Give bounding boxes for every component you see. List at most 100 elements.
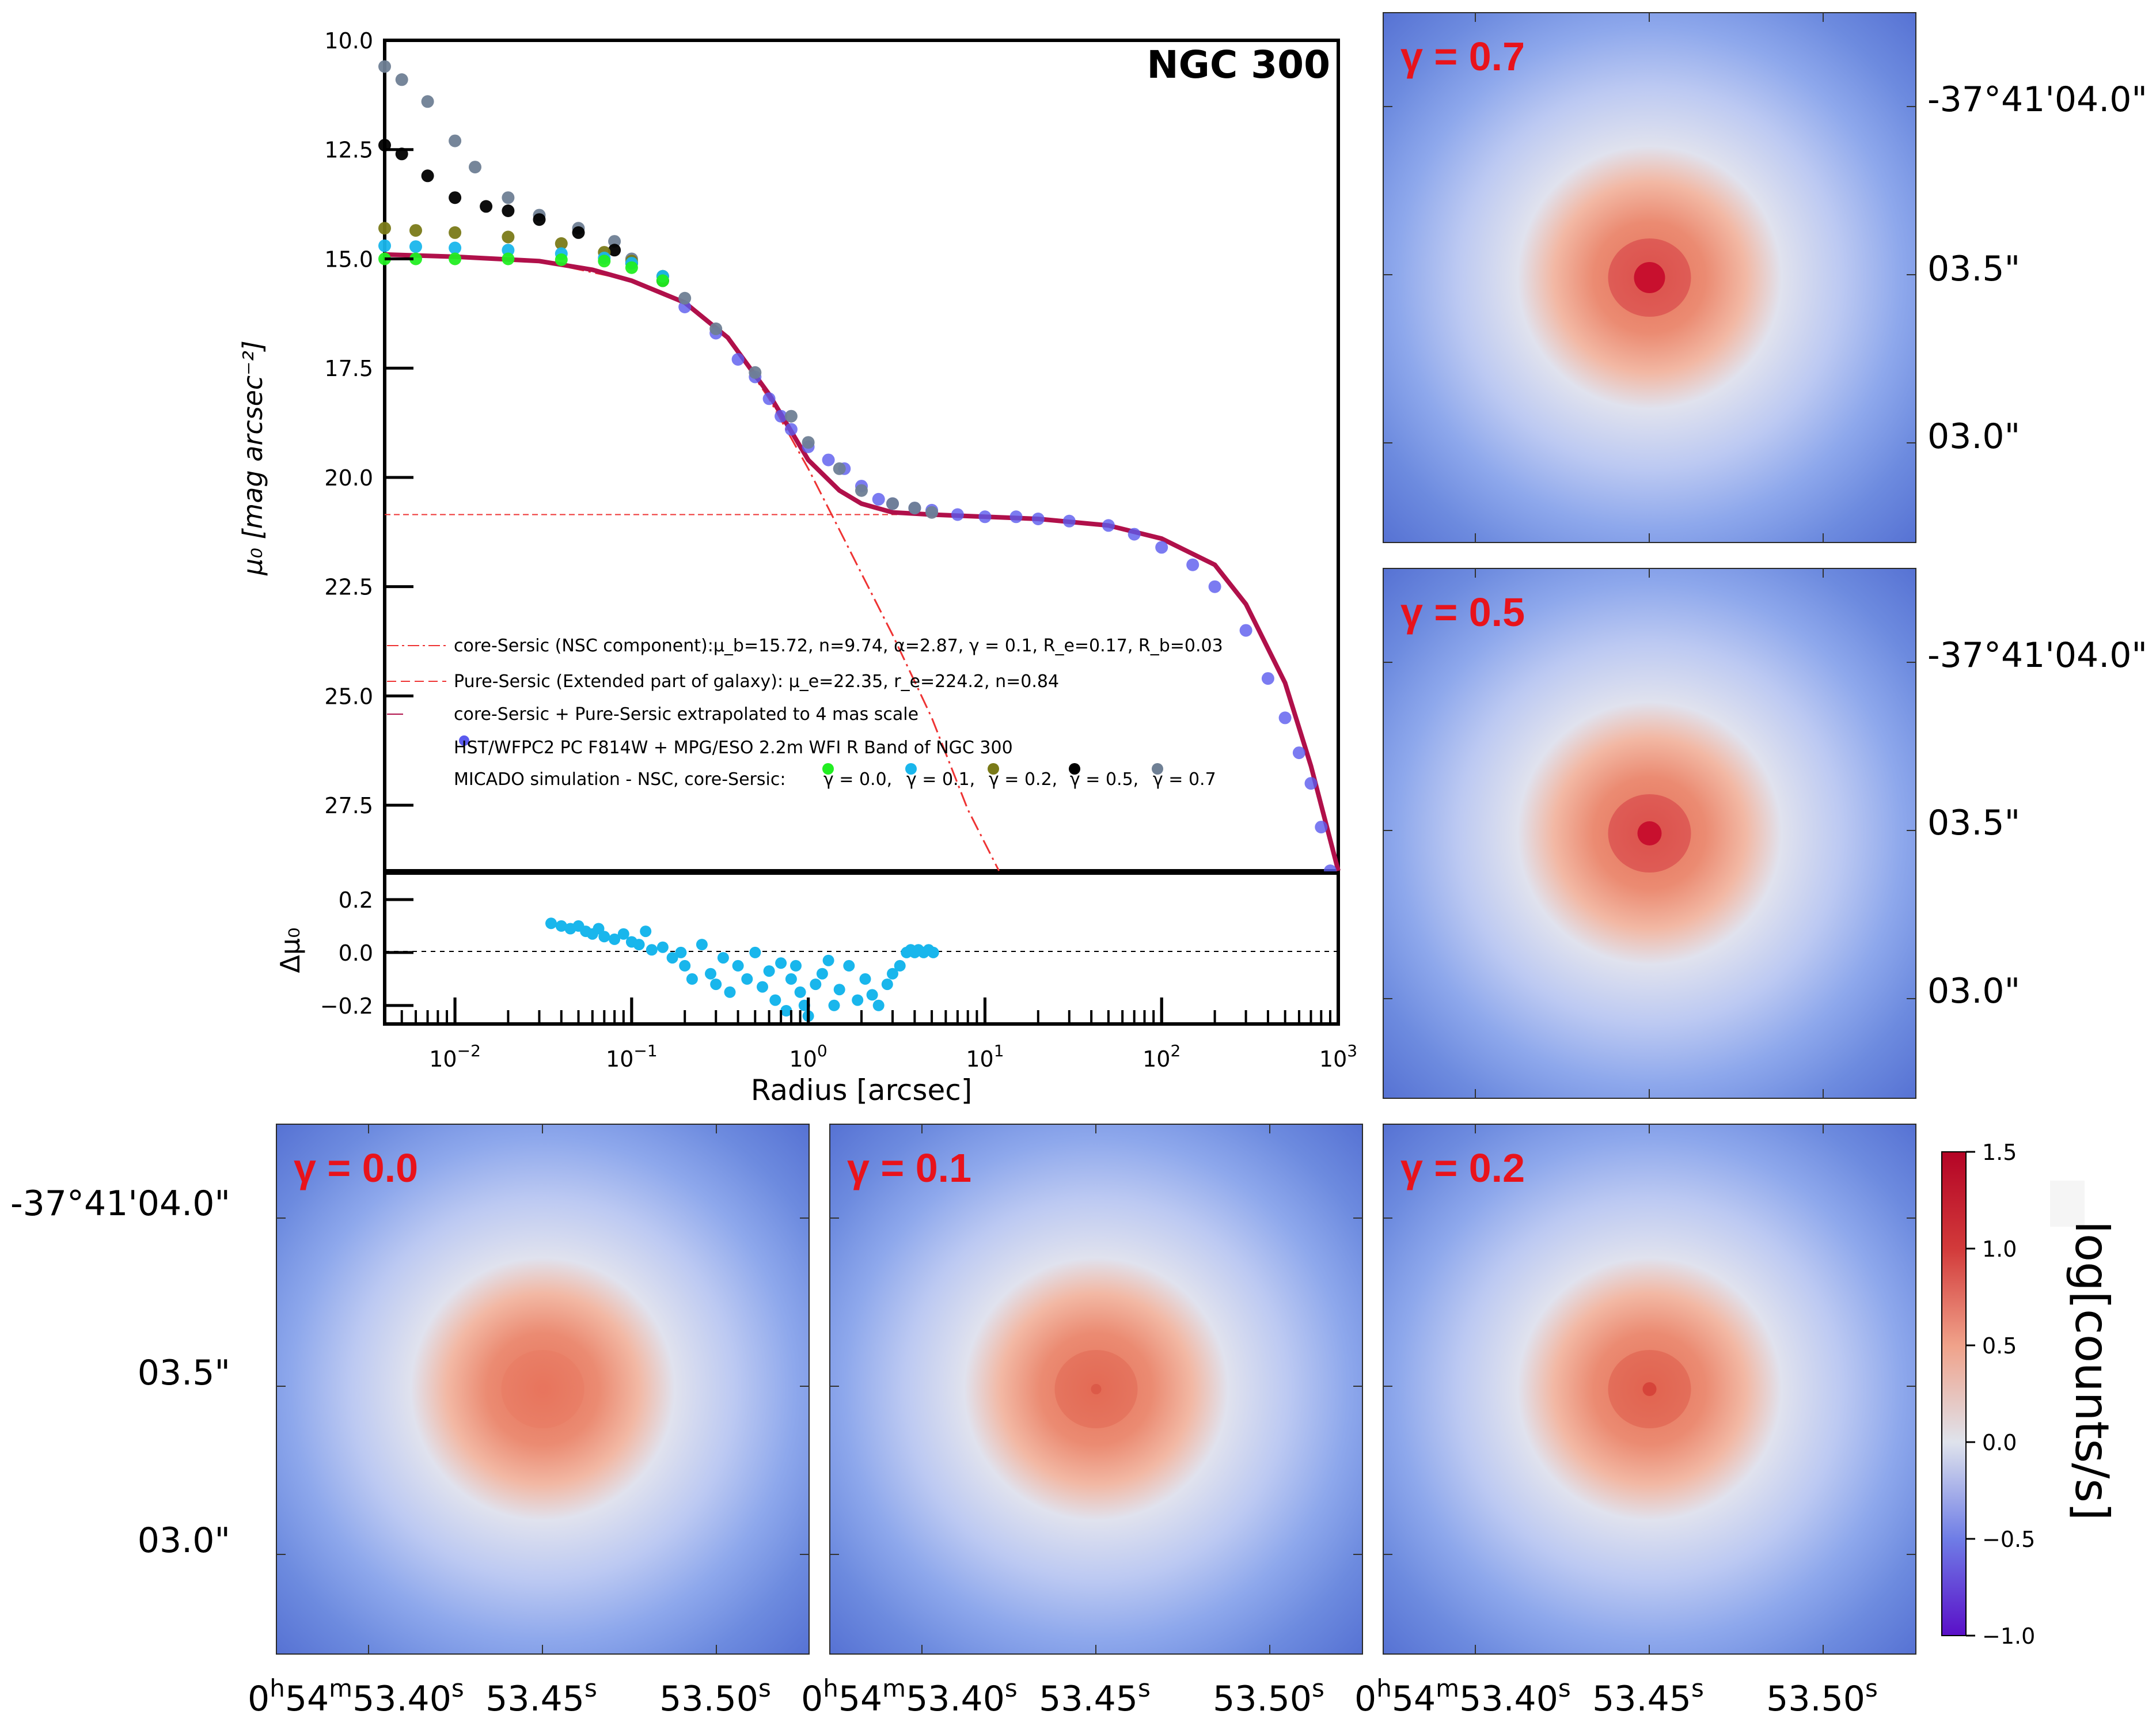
residual-point — [859, 973, 871, 985]
ra-label: 0h54m53.40s — [1354, 1674, 1571, 1719]
y-tick-label: 15.0 — [324, 246, 373, 272]
data-point — [978, 510, 992, 524]
data-point — [908, 502, 921, 515]
data-point — [784, 409, 798, 423]
data-point — [1304, 777, 1318, 790]
y-tick-label: 25.0 — [324, 684, 373, 709]
residual-point — [794, 986, 806, 998]
data-point — [502, 204, 515, 217]
legend-gamma-marker — [905, 763, 917, 775]
residual-point — [656, 941, 669, 953]
dec-label: 03.0" — [1927, 416, 2020, 457]
residual-y-tick-label: 0.0 — [339, 940, 373, 966]
legend-text: HST/WFPC2 PC F814W + MPG/ESO 2.2m WFI R … — [454, 738, 1013, 758]
residual-point — [927, 946, 939, 958]
profile-plot: 10.0 12.5 15.0 17.5 20.0 22.5 25.0 27.5 core-Se… — [237, 28, 1341, 877]
data-point — [1062, 514, 1076, 528]
ra-label: 0h54m53.40s — [801, 1674, 1018, 1719]
profile-plot-frame — [383, 39, 1340, 873]
residual-point — [769, 994, 781, 1006]
legend-gamma-marker — [1152, 763, 1163, 775]
legend-gamma-text: γ = 0.7 — [1153, 769, 1216, 790]
data-point — [502, 244, 515, 257]
data-point — [1102, 519, 1115, 532]
residual-point — [775, 957, 787, 969]
x-tick-label: 101 — [966, 1041, 1004, 1072]
residual-point — [696, 939, 708, 951]
residual-point — [881, 978, 893, 991]
dec-label: -37°41'04.0" — [1927, 635, 2147, 676]
residual-point — [816, 968, 828, 980]
data-point — [608, 244, 621, 257]
panel-core — [539, 1386, 546, 1393]
data-point — [802, 436, 815, 449]
image-panel: γ = 0.7 — [1383, 12, 1916, 543]
dec-label: 03.5" — [1927, 249, 2020, 289]
y-tick-label: 12.5 — [324, 138, 373, 163]
residual-point — [732, 959, 744, 972]
legend-marker — [459, 735, 469, 746]
residual-y-tick-label: 0.2 — [339, 887, 373, 913]
residual-point — [810, 978, 822, 991]
y-tick-label: 27.5 — [324, 793, 373, 818]
data-point — [449, 226, 462, 239]
ra-label: 53.50s — [1213, 1674, 1324, 1719]
image-panel: γ = 0.0 — [276, 1124, 810, 1655]
data-point — [469, 161, 481, 174]
x-tick-label: 103 — [1319, 1041, 1357, 1072]
data-point — [572, 226, 585, 239]
ra-label: 0h54m53.40s — [248, 1674, 464, 1719]
data-point — [409, 252, 422, 265]
legend-gamma-text: γ = 0.1, — [906, 769, 975, 790]
data-point — [1278, 711, 1292, 725]
x-axis-label: Radius [arcsec] — [751, 1074, 972, 1107]
data-point — [449, 252, 462, 265]
data-point — [625, 261, 638, 274]
panel-core — [1634, 262, 1665, 293]
legend-gamma-marker — [988, 763, 999, 775]
panel-core — [1637, 821, 1662, 845]
data-point — [598, 255, 611, 268]
residual-point — [843, 959, 855, 972]
residual-y-tick-label: −0.2 — [320, 993, 373, 1019]
colorbar-bar — [1941, 1151, 1967, 1636]
y-tick-label: 10.0 — [324, 28, 373, 54]
residual-point — [741, 973, 753, 985]
image-panel: γ = 0.5 — [1383, 568, 1916, 1099]
colorbar: 1.5 1.0 0.5 0.0 −0.5 −1.0 log[counts/s] — [1941, 1140, 2119, 1649]
residual-point — [724, 986, 736, 998]
panel-gamma-label: γ = 0.5 — [1400, 590, 1525, 635]
image-panel: γ = 0.2 — [1383, 1124, 1916, 1655]
panel-gamma-label: γ = 0.2 — [1400, 1146, 1525, 1190]
residual-point — [705, 968, 716, 980]
data-point — [678, 291, 692, 305]
residual-point — [872, 999, 885, 1011]
data-point — [886, 497, 899, 510]
data-point — [409, 224, 422, 237]
data-point — [378, 222, 391, 235]
data-point — [449, 241, 462, 255]
residual-point — [675, 946, 687, 958]
panel-gamma-label: γ = 0.0 — [294, 1146, 418, 1190]
data-point — [951, 508, 964, 521]
residual-point — [617, 928, 629, 940]
x-tick-label: 10−1 — [606, 1041, 658, 1072]
residual-point — [785, 973, 797, 985]
residual-point — [887, 968, 898, 980]
data-point — [378, 60, 391, 73]
panel-gamma-label: γ = 0.1 — [847, 1146, 971, 1190]
legend-text: MICADO simulation - NSC, core-Sersic: — [454, 769, 785, 790]
data-point — [421, 169, 434, 183]
y-tick-label: 20.0 — [324, 465, 373, 491]
dec-label: 03.5" — [138, 1353, 230, 1393]
residual-point — [633, 939, 645, 951]
ra-label: 53.50s — [659, 1674, 771, 1719]
colorbar-tick-label: −1.0 — [1982, 1624, 2035, 1649]
data-point — [833, 462, 846, 475]
residual-y-label: Δμ₀ — [275, 927, 306, 973]
data-point — [533, 213, 546, 226]
legend-text: core-Sersic + Pure-Sersic extrapolated t… — [454, 704, 918, 725]
data-point — [1186, 558, 1200, 571]
model-profile-curve — [384, 252, 1341, 872]
